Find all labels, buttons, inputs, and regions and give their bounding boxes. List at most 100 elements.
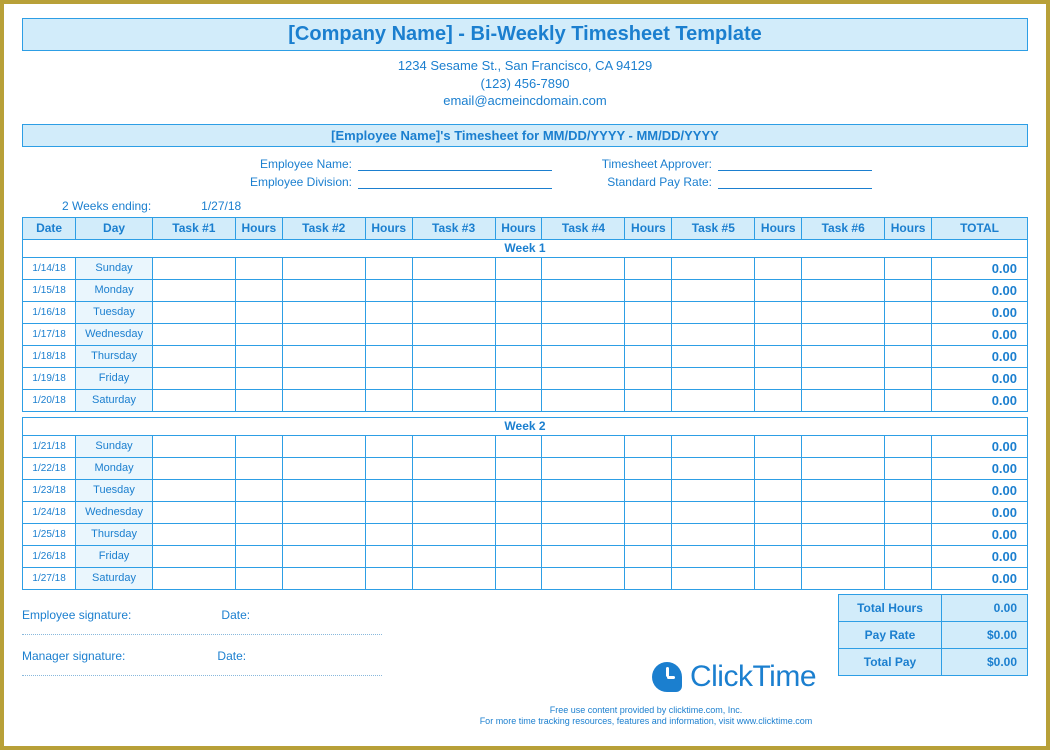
hours-cell[interactable] [495, 279, 542, 301]
task-cell[interactable] [152, 567, 235, 589]
hours-cell[interactable] [365, 567, 412, 589]
hours-cell[interactable] [365, 457, 412, 479]
hours-cell[interactable] [495, 367, 542, 389]
hours-cell[interactable] [495, 567, 542, 589]
task-cell[interactable] [802, 345, 885, 367]
task-cell[interactable] [542, 457, 625, 479]
hours-cell[interactable] [755, 479, 802, 501]
task-cell[interactable] [152, 389, 235, 411]
task-cell[interactable] [542, 545, 625, 567]
hours-cell[interactable] [235, 479, 282, 501]
task-cell[interactable] [672, 301, 755, 323]
task-cell[interactable] [542, 345, 625, 367]
task-cell[interactable] [672, 545, 755, 567]
hours-cell[interactable] [235, 257, 282, 279]
hours-cell[interactable] [625, 523, 672, 545]
hours-cell[interactable] [755, 457, 802, 479]
hours-cell[interactable] [755, 257, 802, 279]
employee-name-input[interactable] [358, 157, 552, 171]
task-cell[interactable] [412, 501, 495, 523]
hours-cell[interactable] [885, 257, 932, 279]
task-cell[interactable] [542, 301, 625, 323]
hours-cell[interactable] [885, 301, 932, 323]
task-cell[interactable] [282, 279, 365, 301]
timesheet-approver-input[interactable] [718, 157, 872, 171]
task-cell[interactable] [152, 457, 235, 479]
task-cell[interactable] [412, 479, 495, 501]
task-cell[interactable] [802, 545, 885, 567]
task-cell[interactable] [152, 323, 235, 345]
hours-cell[interactable] [235, 457, 282, 479]
task-cell[interactable] [672, 257, 755, 279]
hours-cell[interactable] [755, 345, 802, 367]
hours-cell[interactable] [755, 501, 802, 523]
task-cell[interactable] [412, 345, 495, 367]
hours-cell[interactable] [885, 523, 932, 545]
task-cell[interactable] [542, 567, 625, 589]
task-cell[interactable] [152, 479, 235, 501]
task-cell[interactable] [152, 257, 235, 279]
task-cell[interactable] [412, 523, 495, 545]
hours-cell[interactable] [495, 545, 542, 567]
hours-cell[interactable] [365, 323, 412, 345]
hours-cell[interactable] [625, 501, 672, 523]
task-cell[interactable] [412, 301, 495, 323]
task-cell[interactable] [412, 435, 495, 457]
task-cell[interactable] [672, 279, 755, 301]
hours-cell[interactable] [885, 501, 932, 523]
task-cell[interactable] [282, 257, 365, 279]
hours-cell[interactable] [755, 567, 802, 589]
hours-cell[interactable] [365, 257, 412, 279]
hours-cell[interactable] [365, 367, 412, 389]
task-cell[interactable] [412, 545, 495, 567]
hours-cell[interactable] [885, 567, 932, 589]
task-cell[interactable] [282, 479, 365, 501]
task-cell[interactable] [672, 457, 755, 479]
task-cell[interactable] [282, 545, 365, 567]
task-cell[interactable] [282, 345, 365, 367]
hours-cell[interactable] [235, 345, 282, 367]
task-cell[interactable] [672, 345, 755, 367]
hours-cell[interactable] [885, 479, 932, 501]
hours-cell[interactable] [365, 545, 412, 567]
hours-cell[interactable] [495, 389, 542, 411]
task-cell[interactable] [542, 435, 625, 457]
hours-cell[interactable] [495, 523, 542, 545]
task-cell[interactable] [802, 523, 885, 545]
task-cell[interactable] [672, 567, 755, 589]
standard-pay-rate-input[interactable] [718, 175, 872, 189]
hours-cell[interactable] [235, 567, 282, 589]
task-cell[interactable] [282, 367, 365, 389]
hours-cell[interactable] [235, 367, 282, 389]
task-cell[interactable] [802, 435, 885, 457]
hours-cell[interactable] [625, 323, 672, 345]
task-cell[interactable] [412, 367, 495, 389]
task-cell[interactable] [802, 479, 885, 501]
hours-cell[interactable] [625, 435, 672, 457]
hours-cell[interactable] [235, 389, 282, 411]
task-cell[interactable] [672, 323, 755, 345]
hours-cell[interactable] [365, 389, 412, 411]
hours-cell[interactable] [625, 257, 672, 279]
hours-cell[interactable] [885, 545, 932, 567]
hours-cell[interactable] [235, 323, 282, 345]
task-cell[interactable] [542, 479, 625, 501]
hours-cell[interactable] [755, 367, 802, 389]
hours-cell[interactable] [625, 389, 672, 411]
task-cell[interactable] [802, 567, 885, 589]
hours-cell[interactable] [625, 301, 672, 323]
hours-cell[interactable] [885, 389, 932, 411]
task-cell[interactable] [412, 457, 495, 479]
task-cell[interactable] [672, 523, 755, 545]
hours-cell[interactable] [235, 435, 282, 457]
task-cell[interactable] [802, 323, 885, 345]
task-cell[interactable] [152, 301, 235, 323]
task-cell[interactable] [282, 435, 365, 457]
task-cell[interactable] [672, 501, 755, 523]
task-cell[interactable] [672, 435, 755, 457]
task-cell[interactable] [802, 279, 885, 301]
task-cell[interactable] [412, 279, 495, 301]
hours-cell[interactable] [755, 435, 802, 457]
hours-cell[interactable] [235, 279, 282, 301]
task-cell[interactable] [282, 389, 365, 411]
